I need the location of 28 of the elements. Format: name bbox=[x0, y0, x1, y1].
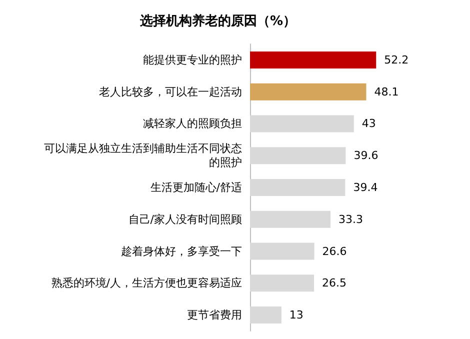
data-label: 33.3 bbox=[338, 212, 363, 226]
y-tick-label: 自己/家人没有时间照顾 bbox=[128, 212, 242, 226]
chart-title: 选择机构养老的原因（%） bbox=[139, 13, 296, 29]
bar bbox=[250, 83, 366, 100]
data-label: 48.1 bbox=[374, 85, 399, 98]
data-label: 26.5 bbox=[322, 276, 347, 290]
data-label: 39.6 bbox=[354, 149, 378, 162]
y-tick-label: 熟悉的环境/人，生活方便也更容易适应 bbox=[51, 276, 242, 290]
y-tick-label: 更节省费用 bbox=[187, 308, 242, 322]
data-label: 26.6 bbox=[322, 244, 347, 258]
y-tick-label: 老人比较多，可以在一起活动 bbox=[99, 85, 242, 98]
y-tick-label: 趁着身体好，多享受一下 bbox=[121, 244, 242, 258]
bar bbox=[250, 115, 354, 132]
data-label: 52.2 bbox=[384, 53, 409, 66]
y-tick-label: 减轻家人的照顾负担 bbox=[143, 117, 242, 130]
bar bbox=[250, 306, 282, 324]
data-label: 39.4 bbox=[353, 181, 378, 194]
y-tick-label: 生活更加随心/舒适 bbox=[150, 181, 242, 194]
bar bbox=[250, 242, 314, 260]
bar bbox=[250, 179, 346, 196]
data-label: 13 bbox=[289, 308, 304, 322]
bar bbox=[250, 210, 330, 228]
bar bbox=[250, 147, 346, 164]
data-label: 43 bbox=[362, 117, 376, 130]
y-tick-label: 能提供更专业的照护 bbox=[143, 53, 242, 66]
bar bbox=[250, 274, 314, 292]
y-tick-label: 可以满足从独立生活到辅助生活不同状态的照护 bbox=[44, 142, 242, 170]
bar bbox=[250, 51, 376, 68]
